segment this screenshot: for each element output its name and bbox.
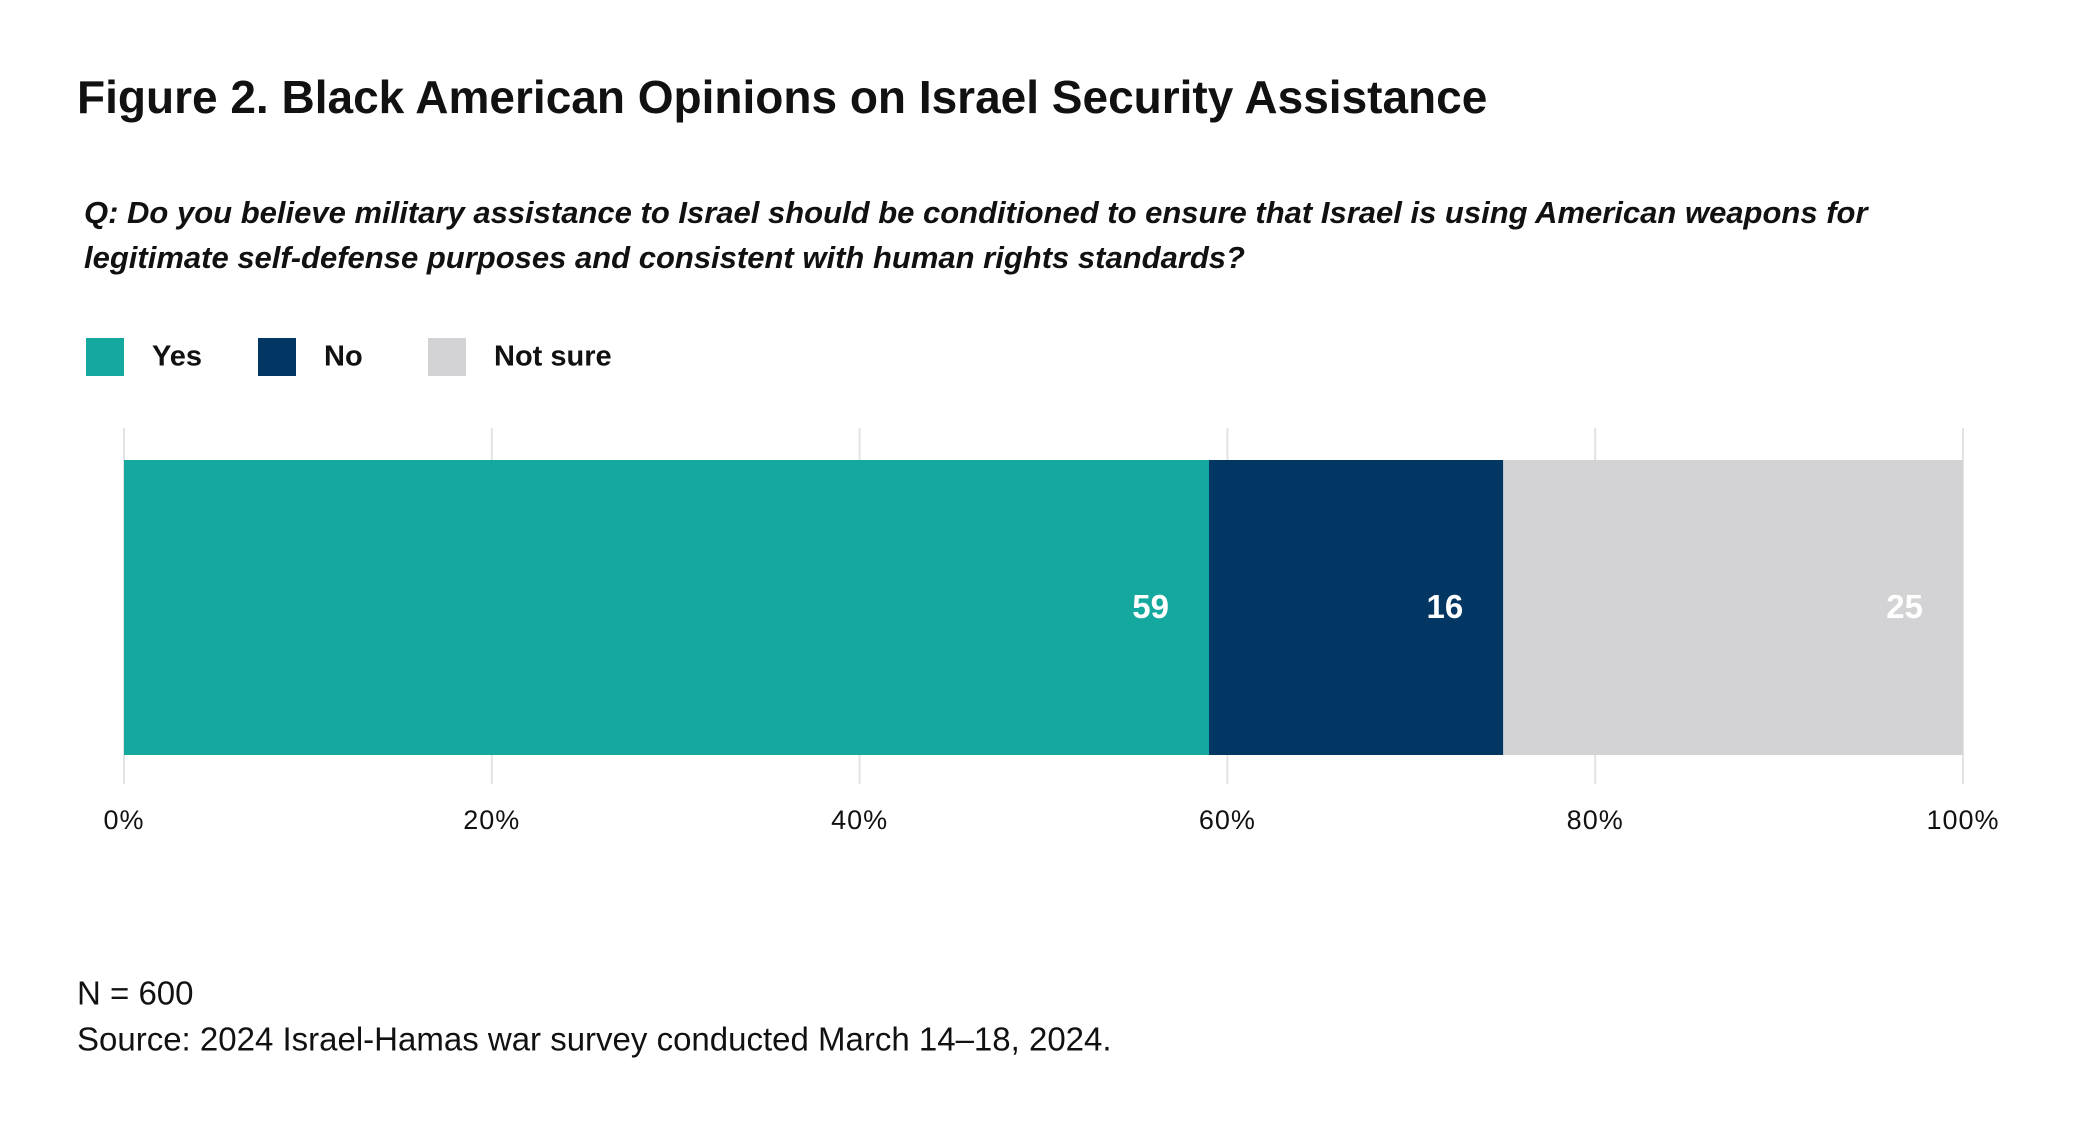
x-tick-label: 20% — [463, 805, 520, 835]
value-label: 59 — [1132, 588, 1169, 625]
x-tick-label: 100% — [1926, 805, 1999, 835]
chart-title: Figure 2. Black American Opinions on Isr… — [77, 71, 1487, 123]
x-tick-label: 60% — [1199, 805, 1256, 835]
legend-swatch — [86, 338, 124, 376]
bar-segment — [1209, 460, 1504, 755]
bar-segment — [124, 460, 1210, 755]
x-tick-label: 0% — [103, 805, 144, 835]
legend-swatch — [428, 338, 466, 376]
legend-label: No — [324, 341, 363, 373]
value-label: 25 — [1886, 588, 1923, 625]
question-line: Q: Do you believe military assistance to… — [84, 195, 1869, 230]
note: N = 600 — [77, 975, 194, 1012]
question-line: legitimate self-defense purposes and con… — [84, 240, 1245, 275]
legend-label: Not sure — [494, 341, 612, 373]
x-tick-label: 40% — [831, 805, 888, 835]
value-label: 16 — [1427, 588, 1464, 625]
legend-swatch — [258, 338, 296, 376]
source: Source: 2024 Israel-Hamas war survey con… — [77, 1021, 1112, 1058]
legend-label: Yes — [152, 341, 202, 373]
x-tick-label: 80% — [1567, 805, 1624, 835]
bar-segment — [1503, 460, 1963, 755]
